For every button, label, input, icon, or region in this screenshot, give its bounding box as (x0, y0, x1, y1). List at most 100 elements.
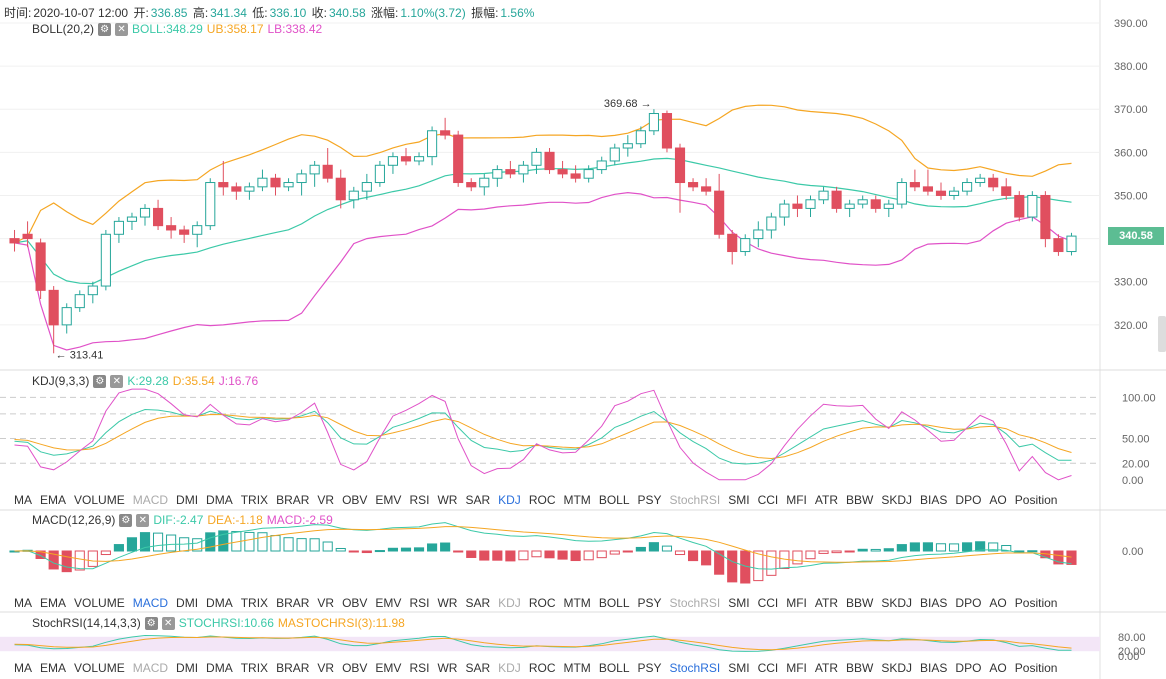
close-icon[interactable]: ✕ (136, 513, 150, 527)
tab-mfi[interactable]: MFI (786, 661, 807, 675)
tab-obv[interactable]: OBV (342, 661, 368, 675)
tab-obv[interactable]: OBV (342, 596, 368, 610)
tab-dma[interactable]: DMA (206, 596, 233, 610)
tab-rsi[interactable]: RSI (409, 493, 430, 507)
tab-ema[interactable]: EMA (40, 493, 67, 507)
tab-cci[interactable]: CCI (757, 661, 779, 675)
tab-rsi[interactable]: RSI (409, 661, 430, 675)
tab-dma[interactable]: DMA (206, 661, 233, 675)
tab-smi[interactable]: SMI (728, 596, 750, 610)
tab-brar[interactable]: BRAR (276, 493, 310, 507)
tab-boll[interactable]: BOLL (598, 596, 630, 610)
tab-mtm[interactable]: MTM (563, 661, 591, 675)
tab-position[interactable]: Position (1014, 661, 1058, 675)
gear-icon[interactable]: ⚙ (144, 616, 158, 630)
tab-dpo[interactable]: DPO (955, 661, 982, 675)
tab-kdj[interactable]: KDJ (498, 493, 521, 507)
tab-mfi[interactable]: MFI (786, 493, 807, 507)
close-icon[interactable]: ✕ (110, 374, 124, 388)
tab-roc[interactable]: ROC (528, 493, 556, 507)
tab-volume[interactable]: VOLUME (74, 493, 125, 507)
tab-vr[interactable]: VR (317, 596, 335, 610)
tab-bias[interactable]: BIAS (920, 661, 948, 675)
tab-brar[interactable]: BRAR (276, 661, 310, 675)
tab-ma[interactable]: MA (14, 596, 32, 610)
tab-sar[interactable]: SAR (465, 661, 491, 675)
tab-atr[interactable]: ATR (814, 493, 839, 507)
tab-macd[interactable]: MACD (132, 493, 169, 507)
tab-mtm[interactable]: MTM (563, 596, 591, 610)
tab-ema[interactable]: EMA (40, 596, 67, 610)
tab-emv[interactable]: EMV (375, 493, 402, 507)
close-icon[interactable]: ✕ (161, 616, 175, 630)
tab-kdj[interactable]: KDJ (498, 596, 521, 610)
tab-vr[interactable]: VR (317, 493, 335, 507)
scroll-handle[interactable] (1158, 316, 1166, 352)
tab-stochrsi[interactable]: StochRSI (669, 596, 721, 610)
tab-ma[interactable]: MA (14, 661, 32, 675)
tab-roc[interactable]: ROC (528, 661, 556, 675)
tab-dpo[interactable]: DPO (955, 596, 982, 610)
tab-bbw[interactable]: BBW (846, 596, 874, 610)
tab-boll[interactable]: BOLL (598, 661, 630, 675)
tab-rsi[interactable]: RSI (409, 596, 430, 610)
gear-icon[interactable]: ⚙ (93, 374, 107, 388)
tab-psy[interactable]: PSY (637, 596, 662, 610)
tab-sar[interactable]: SAR (465, 493, 491, 507)
tab-smi[interactable]: SMI (728, 661, 750, 675)
tab-ao[interactable]: AO (989, 596, 1007, 610)
tab-bbw[interactable]: BBW (846, 661, 874, 675)
tab-position[interactable]: Position (1014, 493, 1058, 507)
tab-trix[interactable]: TRIX (240, 661, 269, 675)
tab-stochrsi[interactable]: StochRSI (669, 493, 721, 507)
tab-emv[interactable]: EMV (375, 596, 402, 610)
tab-stochrsi[interactable]: StochRSI (669, 661, 721, 675)
tab-skdj[interactable]: SKDJ (881, 661, 913, 675)
tab-bbw[interactable]: BBW (846, 493, 874, 507)
tab-volume[interactable]: VOLUME (74, 661, 125, 675)
tab-trix[interactable]: TRIX (240, 493, 269, 507)
tab-brar[interactable]: BRAR (276, 596, 310, 610)
tab-emv[interactable]: EMV (375, 661, 402, 675)
tab-dmi[interactable]: DMI (176, 661, 199, 675)
tab-ma[interactable]: MA (14, 493, 32, 507)
tab-ao[interactable]: AO (989, 493, 1007, 507)
tab-obv[interactable]: OBV (342, 493, 368, 507)
tab-bias[interactable]: BIAS (920, 596, 948, 610)
tab-trix[interactable]: TRIX (240, 596, 269, 610)
tab-skdj[interactable]: SKDJ (881, 493, 913, 507)
tab-vr[interactable]: VR (317, 661, 335, 675)
tab-ao[interactable]: AO (989, 661, 1007, 675)
tab-psy[interactable]: PSY (637, 661, 662, 675)
tab-atr[interactable]: ATR (814, 661, 839, 675)
tab-mfi[interactable]: MFI (786, 596, 807, 610)
close-icon[interactable]: ✕ (115, 22, 129, 36)
tab-psy[interactable]: PSY (637, 493, 662, 507)
tab-wr[interactable]: WR (437, 493, 458, 507)
tab-macd[interactable]: MACD (132, 596, 169, 610)
tab-skdj[interactable]: SKDJ (881, 596, 913, 610)
tab-smi[interactable]: SMI (728, 493, 750, 507)
tab-atr[interactable]: ATR (814, 596, 839, 610)
tab-dma[interactable]: DMA (206, 493, 233, 507)
tab-mtm[interactable]: MTM (563, 493, 591, 507)
tab-cci[interactable]: CCI (757, 596, 779, 610)
tab-boll[interactable]: BOLL (598, 493, 630, 507)
tab-bias[interactable]: BIAS (920, 493, 948, 507)
tab-volume[interactable]: VOLUME (74, 596, 125, 610)
tab-roc[interactable]: ROC (528, 596, 556, 610)
tab-dmi[interactable]: DMI (176, 596, 199, 610)
tab-macd[interactable]: MACD (132, 661, 169, 675)
tab-wr[interactable]: WR (437, 661, 458, 675)
tab-ema[interactable]: EMA (40, 661, 67, 675)
tab-position[interactable]: Position (1014, 596, 1058, 610)
tab-dpo[interactable]: DPO (955, 493, 982, 507)
gear-icon[interactable]: ⚙ (98, 22, 112, 36)
gear-icon[interactable]: ⚙ (119, 513, 133, 527)
tab-wr[interactable]: WR (437, 596, 458, 610)
tab-sar[interactable]: SAR (465, 596, 491, 610)
tab-dmi[interactable]: DMI (176, 493, 199, 507)
tab-kdj[interactable]: KDJ (498, 661, 521, 675)
tab-cci[interactable]: CCI (757, 493, 779, 507)
